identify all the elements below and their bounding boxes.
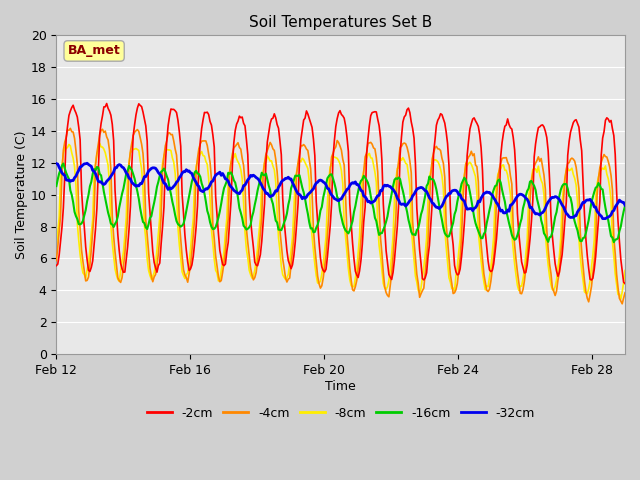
Text: BA_met: BA_met (68, 45, 120, 58)
Title: Soil Temperatures Set B: Soil Temperatures Set B (249, 15, 432, 30)
Legend: -2cm, -4cm, -8cm, -16cm, -32cm: -2cm, -4cm, -8cm, -16cm, -32cm (141, 402, 540, 425)
Y-axis label: Soil Temperature (C): Soil Temperature (C) (15, 131, 28, 259)
X-axis label: Time: Time (325, 380, 356, 393)
